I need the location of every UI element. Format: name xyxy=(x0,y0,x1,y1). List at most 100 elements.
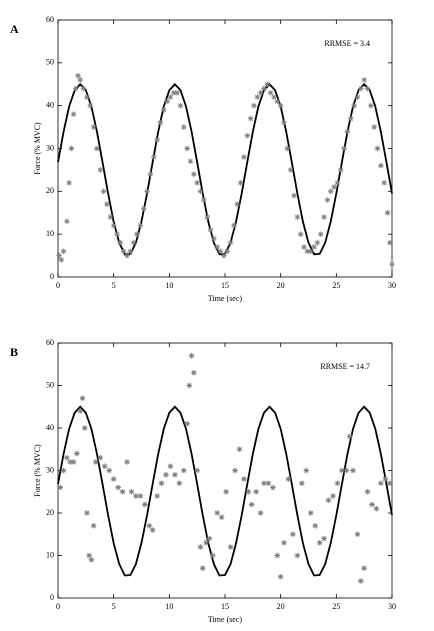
point xyxy=(378,162,384,169)
point xyxy=(281,120,287,126)
point xyxy=(137,222,144,229)
point xyxy=(187,158,194,165)
point xyxy=(90,124,97,130)
point xyxy=(77,77,84,83)
point xyxy=(147,171,154,177)
y-tick-label: 10 xyxy=(46,229,54,238)
point xyxy=(234,201,241,207)
x-tick-label: 30 xyxy=(388,602,396,611)
point xyxy=(371,124,377,130)
point xyxy=(381,179,388,186)
point xyxy=(58,257,65,263)
point xyxy=(290,531,296,538)
y-tick-label: 0 xyxy=(50,272,54,281)
point xyxy=(312,522,318,529)
point xyxy=(68,145,75,152)
point xyxy=(361,77,367,83)
point xyxy=(84,94,90,100)
point xyxy=(214,510,221,516)
point xyxy=(337,167,344,173)
y-tick-label: 0 xyxy=(50,593,54,602)
point xyxy=(358,578,364,584)
point xyxy=(133,493,139,499)
x-tick-label: 5 xyxy=(112,602,116,611)
point xyxy=(270,484,276,491)
point xyxy=(115,484,121,491)
y-tick-label: 50 xyxy=(46,58,54,67)
point xyxy=(97,454,104,461)
point xyxy=(137,493,144,499)
point xyxy=(140,205,147,212)
point xyxy=(339,467,345,474)
point xyxy=(87,102,94,109)
point xyxy=(167,94,174,100)
point xyxy=(142,501,148,508)
point xyxy=(382,476,389,482)
point xyxy=(218,514,225,521)
point xyxy=(327,188,334,195)
y-tick-label: 60 xyxy=(46,338,54,347)
x-tick-label: 5 xyxy=(112,281,116,290)
point xyxy=(299,480,305,487)
point xyxy=(204,214,210,220)
point xyxy=(209,552,216,559)
point xyxy=(97,167,104,173)
point xyxy=(384,209,391,216)
point xyxy=(160,107,167,113)
point xyxy=(271,94,277,100)
point xyxy=(77,408,84,414)
point xyxy=(194,467,200,474)
point xyxy=(389,261,395,267)
point xyxy=(237,179,244,186)
point xyxy=(80,85,87,92)
point xyxy=(307,510,314,516)
y-tick-label: 20 xyxy=(46,508,54,517)
point xyxy=(386,480,393,487)
point xyxy=(317,231,324,237)
point xyxy=(74,450,80,457)
panel-label: B xyxy=(10,345,18,359)
point xyxy=(331,184,337,190)
point xyxy=(324,197,331,203)
point xyxy=(341,145,347,152)
point xyxy=(181,124,187,130)
point xyxy=(334,179,341,186)
point xyxy=(120,248,127,255)
point xyxy=(374,145,381,152)
point xyxy=(188,352,195,359)
point xyxy=(303,467,310,474)
point xyxy=(157,120,164,126)
point xyxy=(79,395,86,402)
point xyxy=(158,480,165,487)
x-tick-label: 20 xyxy=(277,602,285,611)
y-axis-label: Force (% MVC) xyxy=(33,122,42,175)
point xyxy=(172,471,178,478)
point xyxy=(277,102,284,109)
point xyxy=(267,90,274,96)
x-tick-label: 30 xyxy=(388,281,396,290)
point xyxy=(144,188,150,195)
point xyxy=(199,565,206,572)
point xyxy=(214,244,221,250)
point xyxy=(150,154,157,160)
point xyxy=(232,467,238,474)
point xyxy=(217,248,224,255)
point xyxy=(75,72,81,79)
point xyxy=(277,573,284,580)
point xyxy=(325,497,332,504)
point xyxy=(176,480,183,487)
point xyxy=(167,463,174,470)
point xyxy=(124,252,130,259)
point xyxy=(287,167,294,173)
point xyxy=(264,81,271,88)
point xyxy=(284,145,291,152)
point xyxy=(90,522,97,529)
point xyxy=(294,214,301,220)
point xyxy=(343,467,350,474)
y-tick-label: 60 xyxy=(46,15,54,24)
point xyxy=(163,471,169,478)
x-tick-label: 20 xyxy=(277,281,285,290)
x-tick-label: 0 xyxy=(56,281,60,290)
point xyxy=(294,552,301,559)
